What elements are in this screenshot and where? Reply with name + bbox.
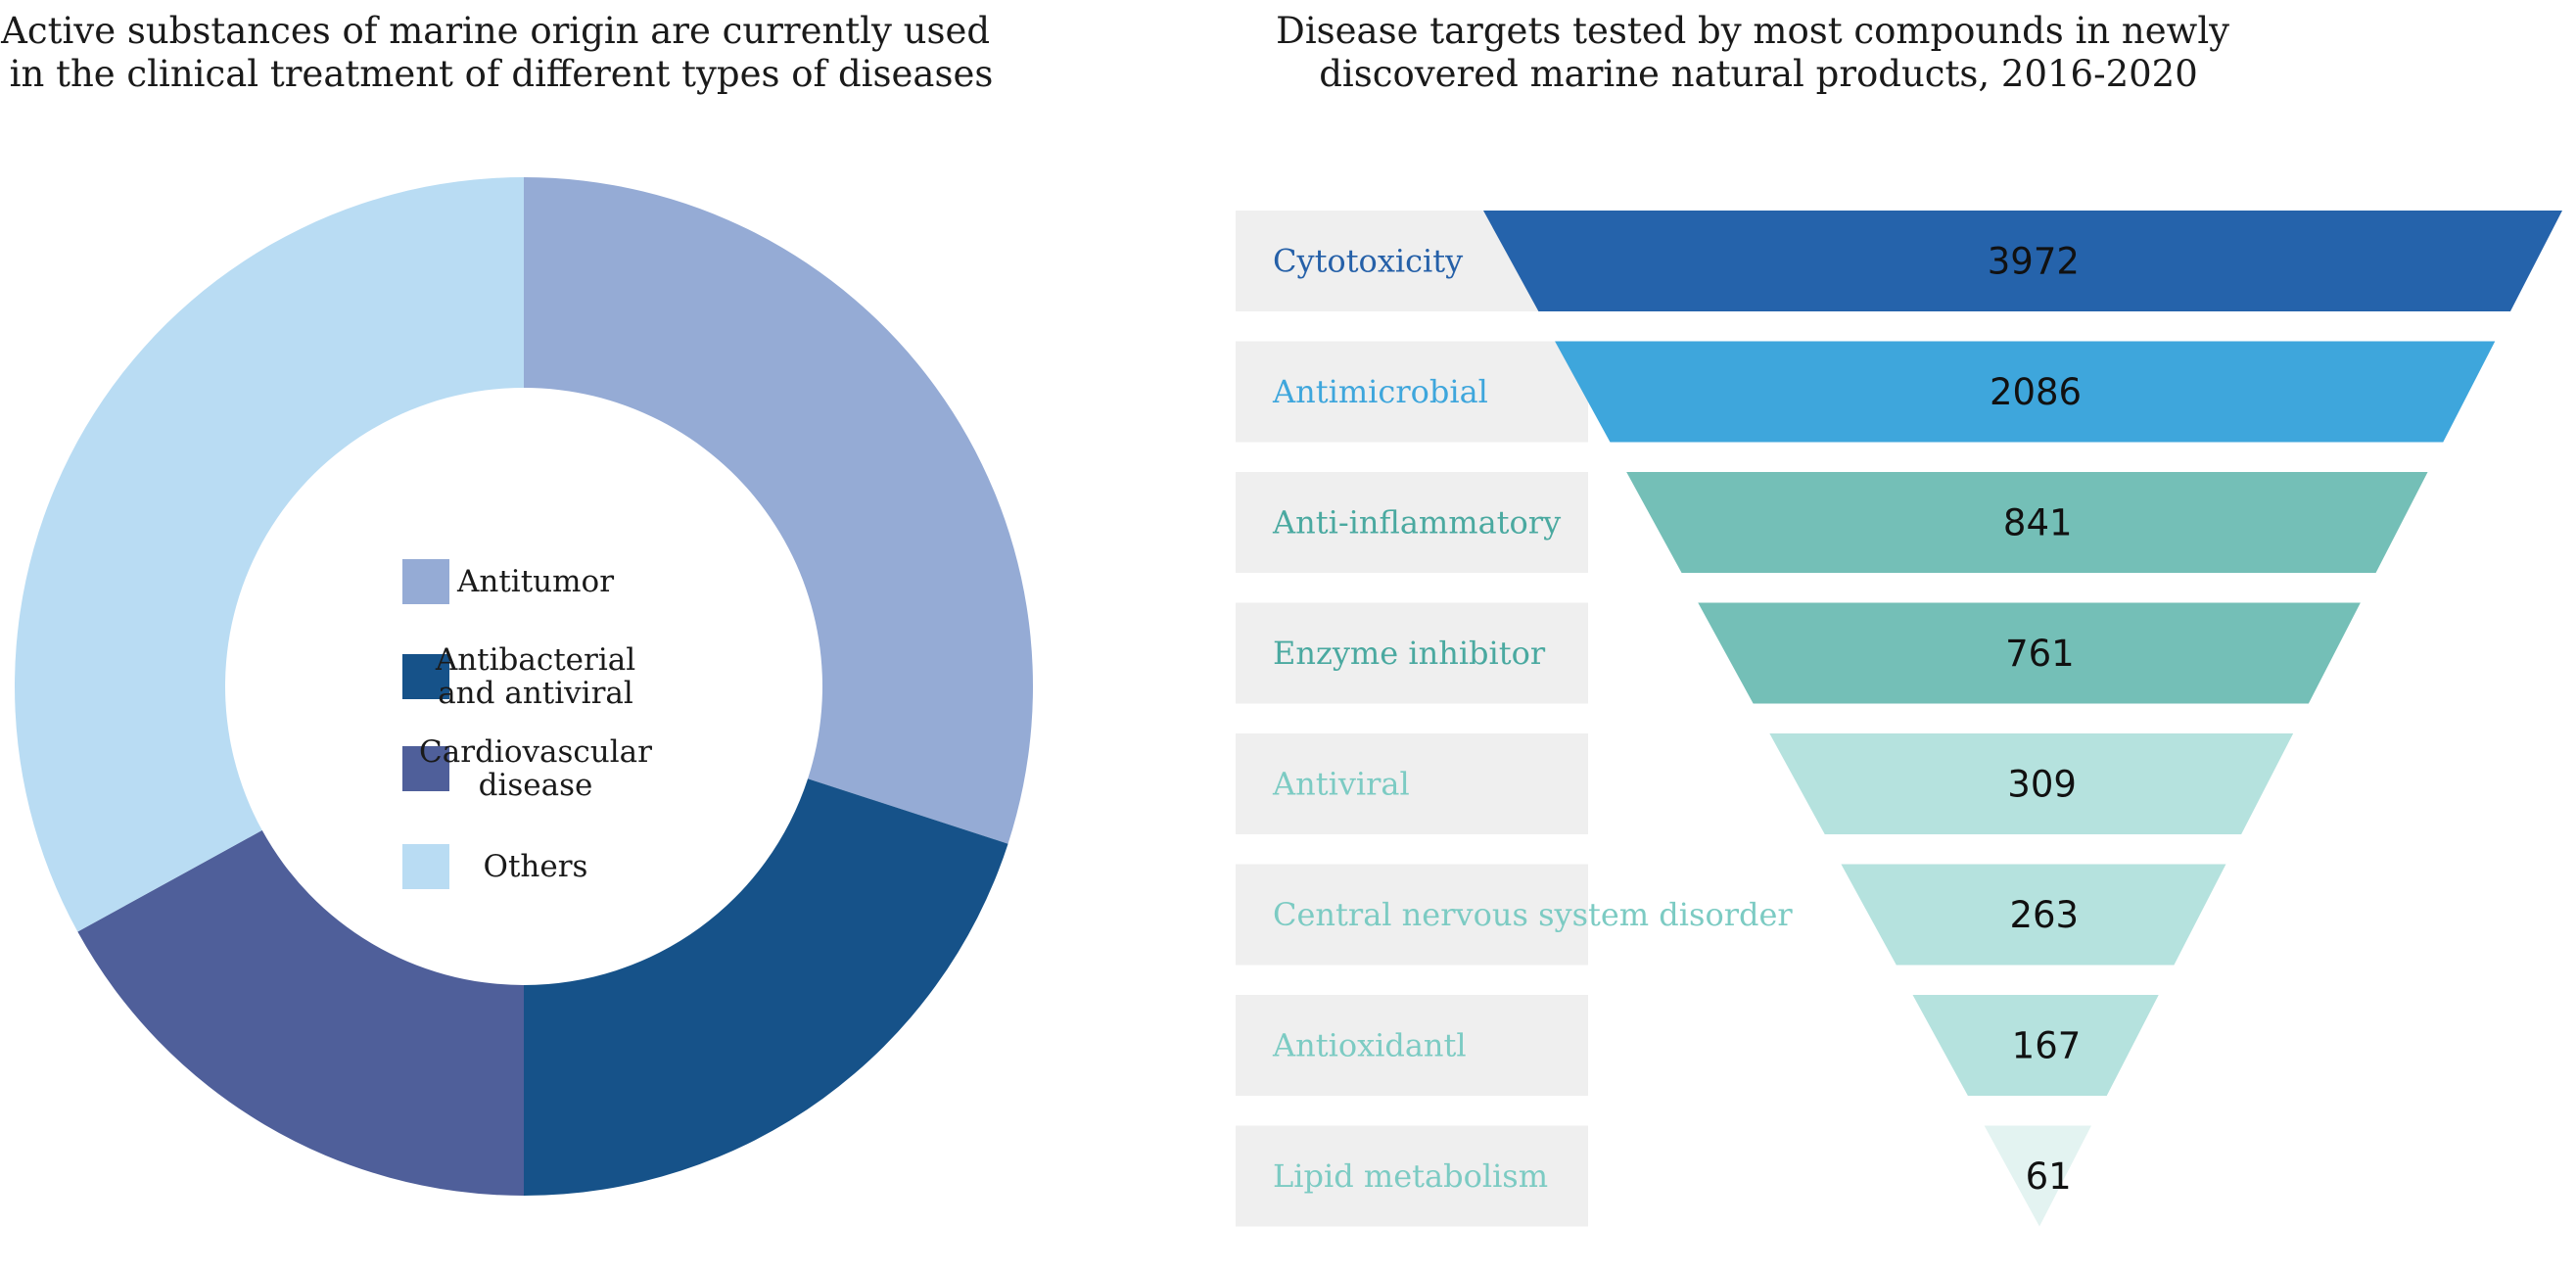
legend-swatch-others	[402, 844, 449, 889]
funnel-value-lipid-metabolism: 61	[2026, 1155, 2072, 1198]
donut-chart: Active substances of marine origin are c…	[0, 10, 1033, 1196]
funnel-bar-antimicrobial	[1555, 341, 2496, 443]
funnel-label-anti-inflammatory: Anti-inflammatory	[1272, 504, 1561, 542]
funnel-label-enzyme-inhibitor: Enzyme inhibitor	[1273, 635, 1546, 672]
funnel-row-bg-antimicrobial	[1236, 341, 1588, 443]
funnel-title-line-1: Disease targets tested by most compounds…	[1276, 10, 2229, 52]
funnel-label-antimicrobial: Antimicrobial	[1272, 373, 1488, 410]
donut-slice-antitumor	[524, 177, 1033, 844]
donut-slices	[15, 177, 1033, 1196]
funnel-bar-antioxidantl	[1912, 995, 2159, 1096]
donut-title-line-2: in the clinical treatment of different t…	[10, 53, 994, 95]
legend-swatch-cardiovascular-disease	[402, 746, 449, 791]
funnel-row-bg-anti-inflammatory	[1236, 472, 1588, 573]
donut-legend: Antitumor Antibacterial and antiviral Cardi…	[402, 559, 652, 889]
funnel-rows: Cytotoxicity 3972 Antimicrobial 2086 Anti-in…	[1236, 211, 2562, 1227]
donut-title-line-1: Active substances of marine origin are c…	[0, 10, 990, 52]
funnel-bar-anti-inflammatory	[1626, 472, 2428, 573]
funnel-bar-antiviral	[1769, 733, 2294, 834]
funnel-row-bg-antiviral	[1236, 733, 1588, 834]
funnel-row-bg-enzyme-inhibitor	[1236, 602, 1588, 704]
funnel-chart: Disease targets tested by most compounds…	[1236, 10, 2562, 1227]
donut-slice-cardiovascular-disease	[77, 829, 524, 1196]
funnel-label-antioxidantl: Antioxidantl	[1272, 1027, 1467, 1064]
funnel-value-antioxidantl: 167	[2012, 1025, 2082, 1067]
legend-label-others: Others	[484, 849, 588, 884]
funnel-label-cytotoxicity: Cytotoxicity	[1273, 243, 1463, 280]
legend-label-cardiovascular-disease: Cardiovascular disease	[419, 734, 652, 803]
funnel-row-bg-central-nervous-system-disorder	[1236, 864, 1588, 966]
funnel-bar-central-nervous-system-disorder	[1841, 864, 2226, 966]
funnel-title: Disease targets tested by most compounds…	[1276, 10, 2241, 95]
funnel-value-anti-inflammatory: 841	[2003, 502, 2073, 544]
funnel-title-line-2: discovered marine natural products, 2016…	[1319, 53, 2198, 95]
funnel-value-antiviral: 309	[2007, 764, 2077, 806]
funnel-value-central-nervous-system-disorder: 263	[2009, 894, 2079, 936]
funnel-bar-cytotoxicity	[1483, 211, 2562, 311]
donut-title: Active substances of marine origin are c…	[0, 10, 1002, 95]
funnel-value-enzyme-inhibitor: 761	[2005, 633, 2075, 675]
funnel-label-lipid-metabolism: Lipid metabolism	[1273, 1157, 1548, 1195]
legend-swatch-antitumor	[402, 559, 449, 604]
legend-swatch-antibacterial-and-antiviral	[402, 654, 449, 699]
funnel-value-cytotoxicity: 3972	[1988, 241, 2080, 283]
funnel-value-antimicrobial: 2086	[1990, 371, 2082, 413]
legend-label-antitumor: Antitumor	[456, 564, 614, 599]
funnel-label-antiviral: Antiviral	[1272, 766, 1410, 803]
legend-label-antibacterial-and-antiviral: Antibacterial and antiviral	[435, 642, 635, 711]
funnel-row-bg-lipid-metabolism	[1236, 1125, 1588, 1227]
donut-slice-antibacterial-and-antiviral	[524, 778, 1008, 1196]
funnel-bar-enzyme-inhibitor	[1698, 602, 2361, 704]
funnel-row-bg-antioxidantl	[1236, 995, 1588, 1096]
donut-slice-others	[15, 177, 524, 932]
funnel-label-central-nervous-system-disorder: Central nervous system disorder	[1273, 896, 1793, 933]
funnel-bar-lipid-metabolism	[1984, 1125, 2092, 1227]
